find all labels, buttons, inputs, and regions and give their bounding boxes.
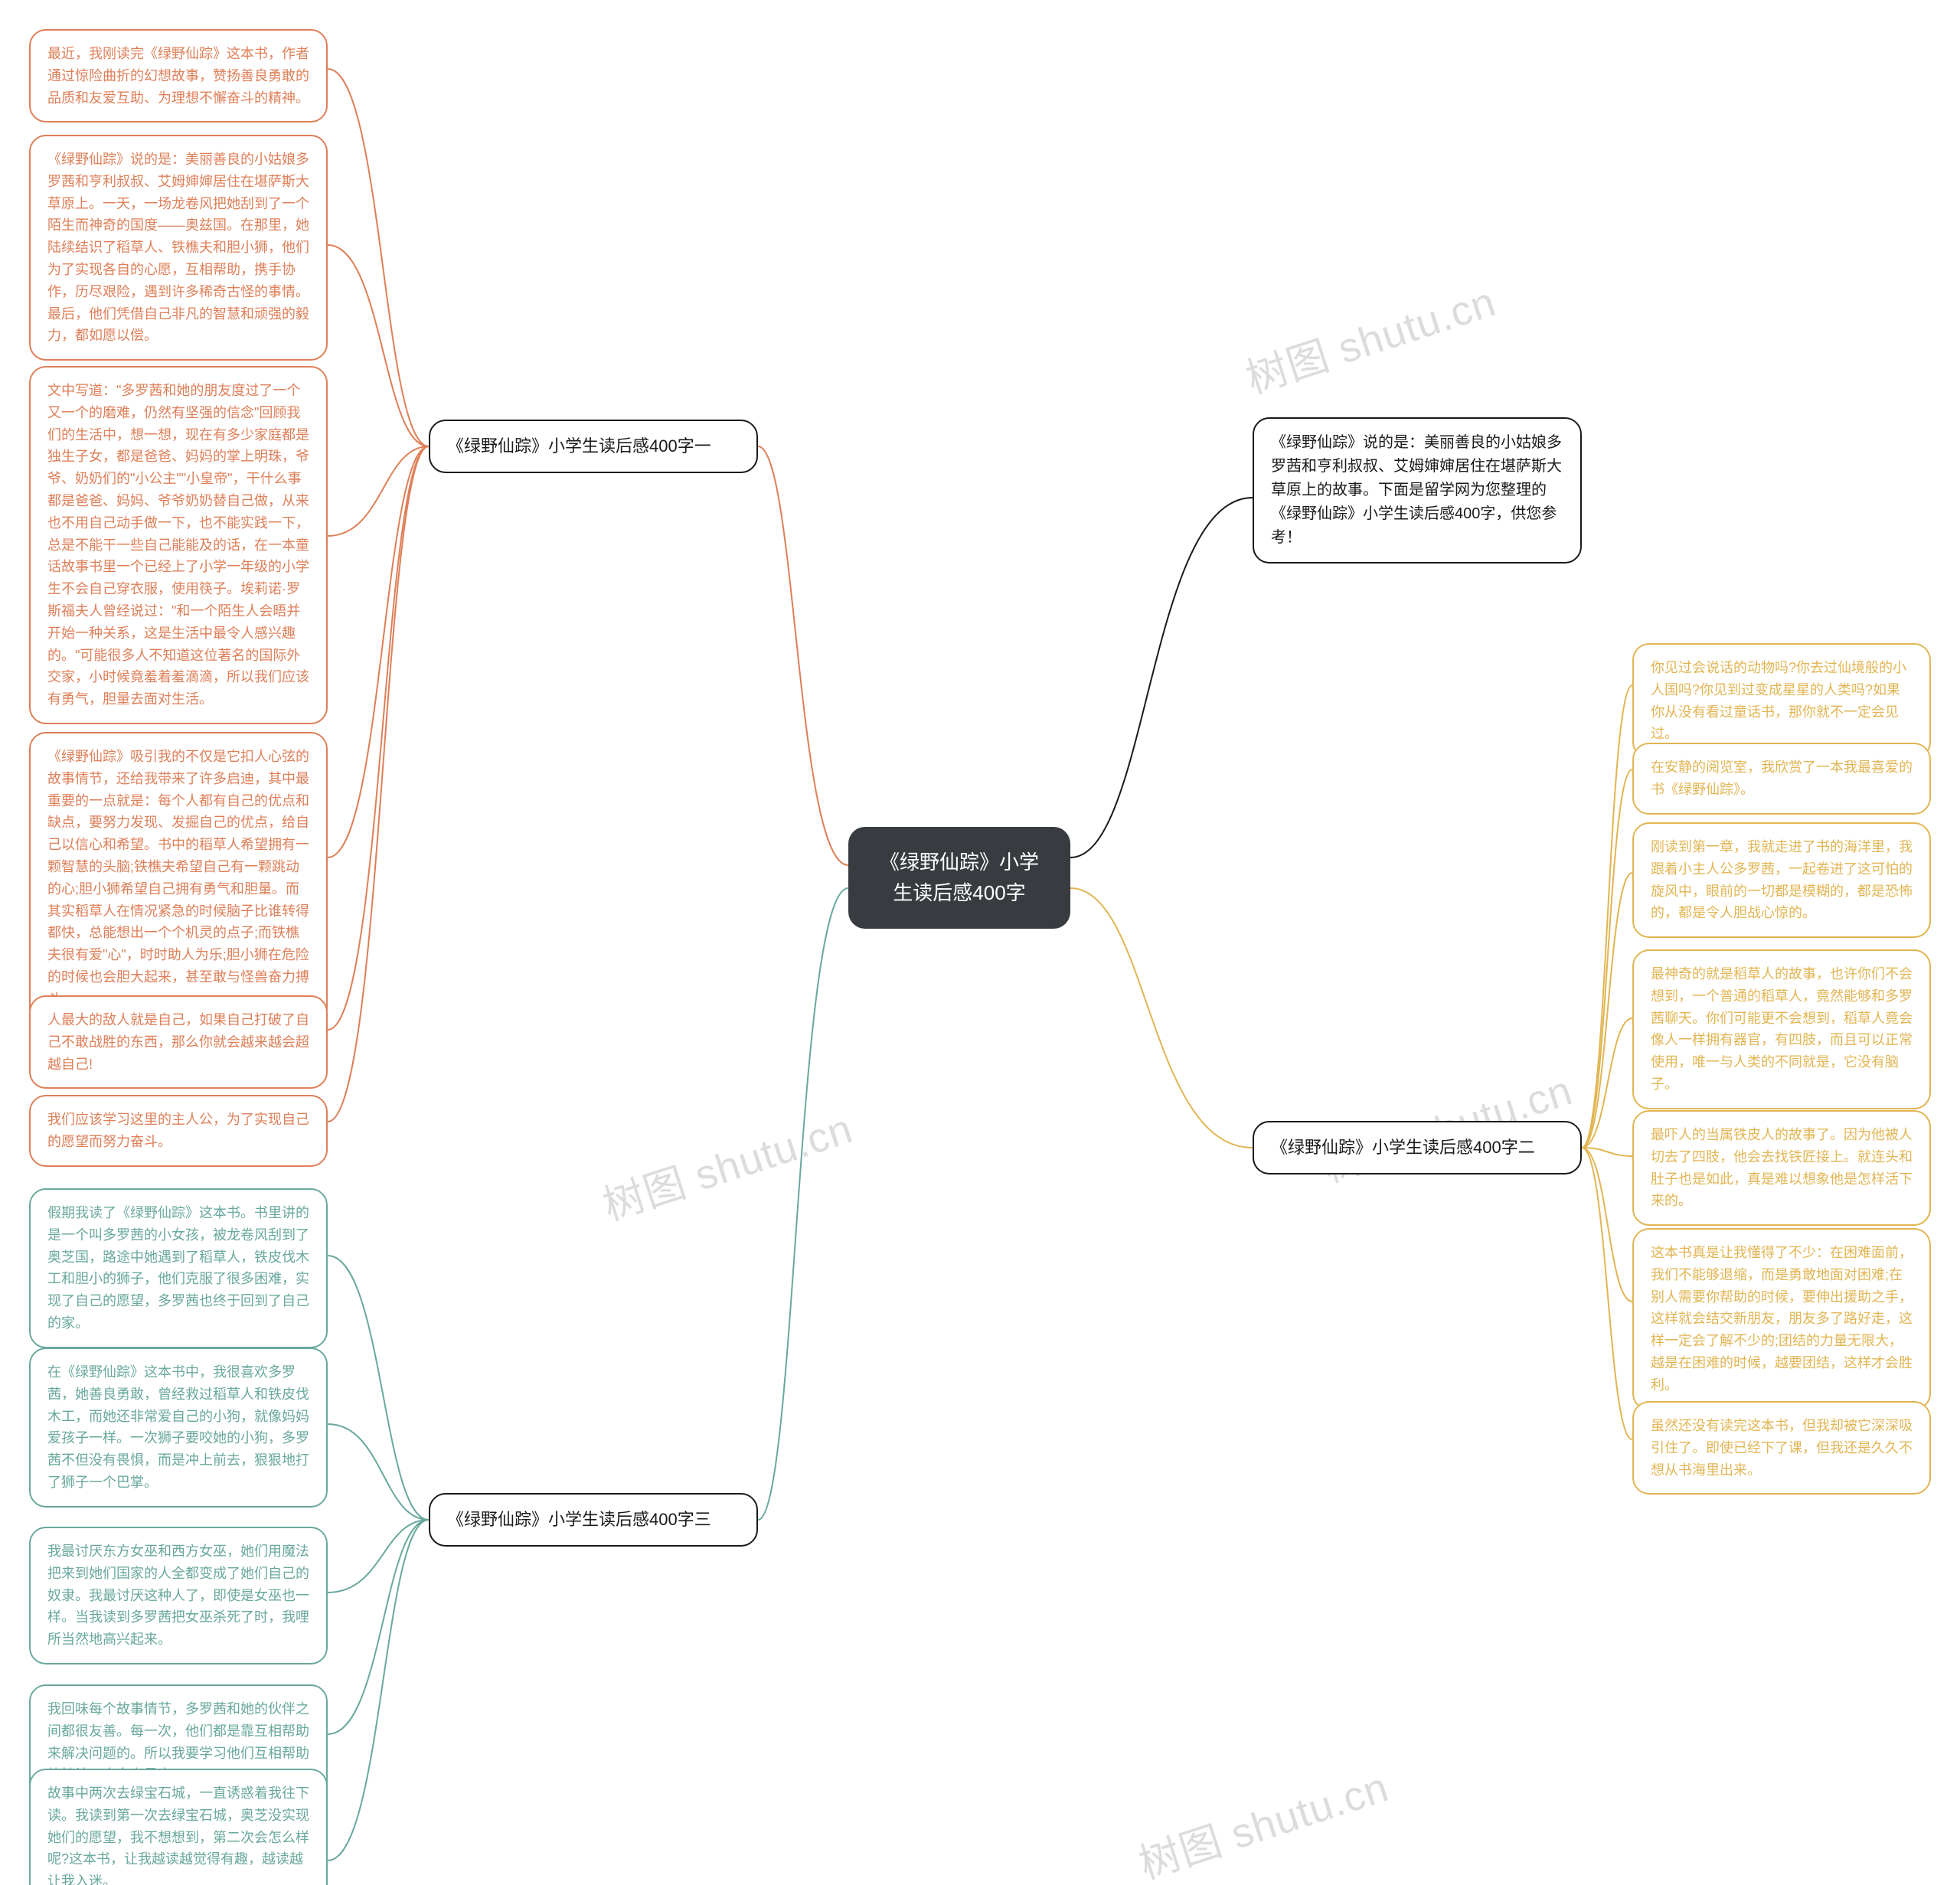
leaf-node: 虽然还没有读完这本书，但我却被它深深吸引住了。即使已经下了课，但我还是久久不想从… — [1632, 1401, 1931, 1495]
leaf-node: 《绿野仙踪》吸引我的不仅是它扣人心弦的故事情节，还给我带来了许多启迪，其中最重要… — [29, 732, 328, 1024]
watermark: 树图 shutu.cn — [594, 1095, 859, 1233]
leaf-node: 最神奇的就是稻草人的故事，也许你们不会想到，一个普通的稻草人，竟然能够和多罗茜聊… — [1632, 949, 1931, 1109]
branch-3-label: 《绿野仙踪》小学生读后感400字三 — [429, 1493, 758, 1547]
leaf-node: 这本书真是让我懂得了不少：在困难面前，我们不能够退缩，而是勇敢地面对困难;在别人… — [1632, 1228, 1931, 1410]
leaf-node: 最吓人的当属铁皮人的故事了。因为他被人切去了四肢，他会去找铁匠接上。就连头和肚子… — [1632, 1110, 1931, 1226]
leaf-node: 在安静的阅览室，我欣赏了一本我最喜爱的书《绿野仙踪》。 — [1632, 743, 1931, 815]
branch-2-label: 《绿野仙踪》小学生读后感400字二 — [1253, 1121, 1582, 1174]
leaf-node: 文中写道："多罗茜和她的朋友度过了一个又一个的磨难，仍然有坚强的信念"回顾我们的… — [29, 366, 328, 724]
leaf-node: 人最大的敌人就是自己，如果自己打破了自己不敢战胜的东西，那么你就会越来越会超越自… — [29, 995, 328, 1089]
leaf-node: 假期我读了《绿野仙踪》这本书。书里讲的是一个叫多罗茜的小女孩，被龙卷风刮到了奥芝… — [29, 1188, 328, 1348]
leaf-node: 《绿野仙踪》说的是：美丽善良的小姑娘多罗茜和亨利叔叔、艾姆婶婶居住在堪萨斯大草原… — [29, 135, 328, 361]
leaf-node: 最近，我刚读完《绿野仙踪》这本书，作者通过惊险曲折的幻想故事，赞扬善良勇敢的品质… — [29, 29, 328, 123]
mindmap-canvas: shutu.cn 树图 shutu.cn shutu.cn 树图 shutu.c… — [0, 0, 1960, 1885]
watermark: 树图 shutu.cn — [1130, 1753, 1395, 1885]
leaf-node: 你见过会说话的动物吗?你去过仙境般的小人国吗?你见到过变成星星的人类吗?如果你从… — [1632, 643, 1931, 759]
branch-1-label: 《绿野仙踪》小学生读后感400字一 — [429, 420, 758, 473]
leaf-node: 故事中两次去绿宝石城，一直诱惑着我往下读。我读到第一次去绿宝石城，奥芝没实现她们… — [29, 1769, 328, 1885]
leaf-node: 我们应该学习这里的主人公，为了实现自己的愿望而努力奋斗。 — [29, 1095, 328, 1167]
leaf-node: 我最讨厌东方女巫和西方女巫，她们用魔法把来到她们国家的人全都变成了她们自己的奴隶… — [29, 1527, 328, 1664]
watermark: 树图 shutu.cn — [1237, 268, 1502, 406]
center-node: 《绿野仙踪》小学生读后感400字 — [848, 827, 1070, 929]
intro-node: 《绿野仙踪》说的是：美丽善良的小姑娘多罗茜和亨利叔叔、艾姆婶婶居住在堪萨斯大草原… — [1253, 417, 1582, 564]
leaf-node: 刚读到第一章，我就走进了书的海洋里，我跟着小主人公多罗茜，一起卷进了这可怕的旋风… — [1632, 822, 1931, 938]
leaf-node: 在《绿野仙踪》这本书中，我很喜欢多罗茜，她善良勇敢，曾经救过稻草人和铁皮伐木工，… — [29, 1348, 328, 1508]
